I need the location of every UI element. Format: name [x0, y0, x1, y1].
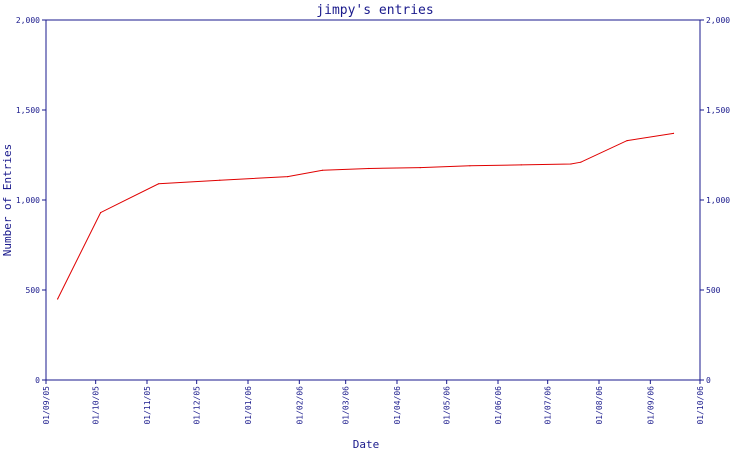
- data-point: [219, 179, 221, 181]
- series-layer: [57, 132, 675, 300]
- x-axis-label: Date: [353, 438, 380, 450]
- x-tick-label: 01/05/06: [443, 386, 452, 425]
- data-point: [419, 167, 421, 169]
- y-tick-label-right: 0: [706, 376, 711, 385]
- x-tick-label: 01/11/05: [143, 386, 152, 425]
- x-tick-label: 01/01/06: [244, 386, 253, 425]
- x-tick-label: 01/10/06: [696, 386, 705, 425]
- y-tick-label-left: 500: [26, 286, 41, 295]
- y-tick-label-right: 1,000: [706, 196, 730, 205]
- y-tick-label-left: 1,500: [16, 106, 40, 115]
- data-point: [469, 165, 471, 167]
- x-tick-label: 01/08/06: [595, 386, 604, 425]
- chart-title: jimpy's entries: [316, 3, 433, 18]
- x-tick-label: 01/12/05: [193, 386, 202, 425]
- x-tick-label: 01/06/06: [494, 386, 503, 425]
- data-point: [100, 212, 102, 214]
- x-tick-label: 01/09/06: [646, 386, 655, 425]
- y-tick-label-right: 500: [706, 286, 721, 295]
- x-axis: 01/09/05 01/10/05 01/11/05 01/12/05 01/01/06…: [42, 380, 705, 425]
- series-line: [57, 132, 674, 300]
- data-point: [158, 183, 160, 185]
- data-point: [321, 169, 324, 171]
- y-tick-label-right: 2,000: [706, 16, 730, 25]
- y-tick-label-left: 1,000: [16, 196, 40, 205]
- data-point: [570, 163, 572, 165]
- x-tick-label: 01/10/05: [92, 386, 101, 425]
- data-point: [520, 164, 522, 166]
- x-tick-label: 01/09/05: [42, 386, 51, 425]
- x-tick-label: 01/07/06: [544, 386, 553, 425]
- data-point: [287, 176, 289, 178]
- y-axis-right: 0 500 1,000 1,500 2,000: [700, 16, 730, 385]
- x-tick-label: 01/04/06: [393, 386, 402, 425]
- y-axis-left: 0 500 1,000 1,500 2,000: [16, 16, 46, 385]
- y-axis-label: Number of Entries: [1, 144, 14, 257]
- data-point: [580, 161, 582, 163]
- plot-frame: [45, 19, 701, 381]
- data-point: [57, 298, 59, 300]
- data-point: [368, 167, 370, 170]
- y-tick-label-left: 2,000: [16, 16, 40, 25]
- y-tick-label-left: 0: [35, 376, 40, 385]
- data-point: [672, 132, 675, 134]
- y-tick-label-right: 1,500: [706, 106, 730, 115]
- data-point: [626, 140, 628, 142]
- x-tick-label: 01/03/06: [342, 386, 351, 425]
- x-tick-label: 01/02/06: [295, 386, 304, 425]
